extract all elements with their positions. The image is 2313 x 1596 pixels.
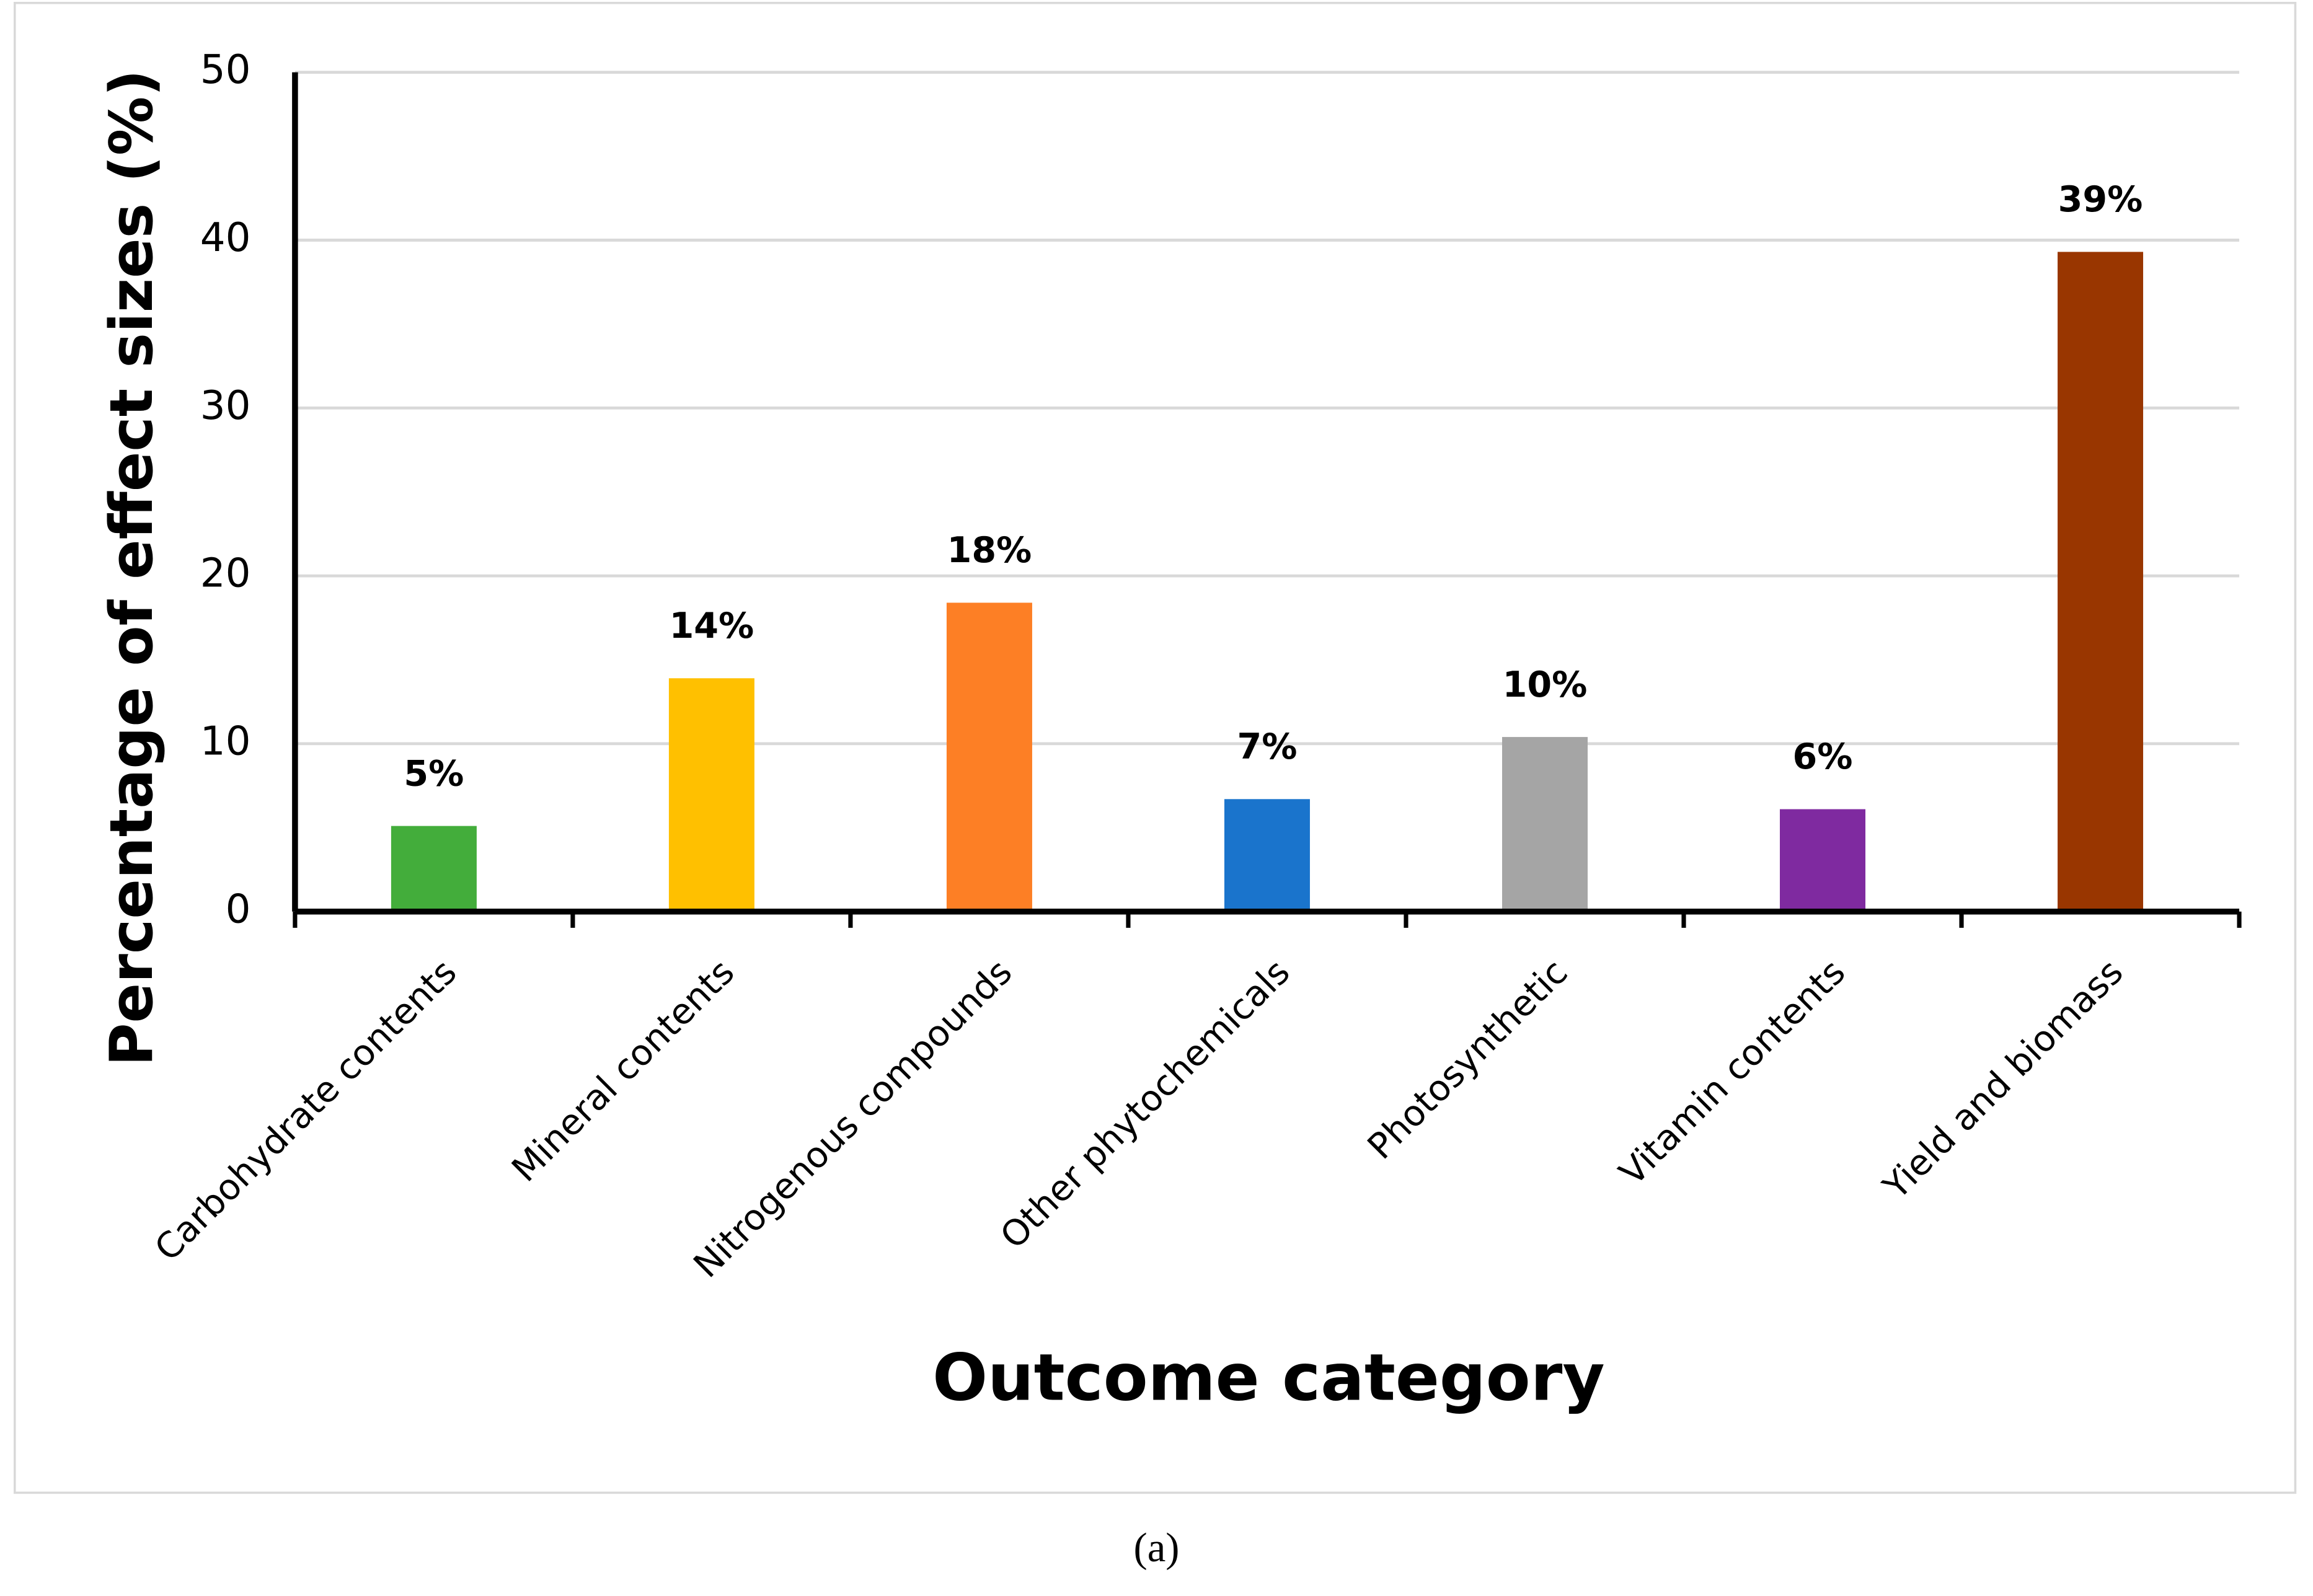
y-axis-title: Percentage of effect sizes (%) bbox=[98, 69, 166, 1066]
x-axis-title: Outcome category bbox=[932, 1340, 1604, 1416]
bar bbox=[2058, 252, 2144, 912]
bar bbox=[946, 602, 1032, 912]
caption: (a) bbox=[1134, 1525, 1180, 1571]
data-label: 6% bbox=[1793, 736, 1853, 777]
bar bbox=[1224, 799, 1310, 912]
y-tick-label: 50 bbox=[200, 46, 251, 93]
y-tick-label: 30 bbox=[200, 382, 251, 429]
bar bbox=[668, 678, 754, 912]
data-label: 18% bbox=[947, 530, 1032, 571]
chart-frame bbox=[14, 1, 2297, 1494]
data-label: 7% bbox=[1237, 726, 1297, 767]
y-tick-label: 10 bbox=[200, 718, 251, 764]
data-label: 14% bbox=[670, 606, 754, 646]
y-tick-label: 40 bbox=[200, 214, 251, 261]
bar bbox=[1779, 809, 1866, 912]
bar bbox=[391, 826, 477, 912]
bar bbox=[1501, 737, 1588, 912]
data-label: 39% bbox=[2058, 179, 2143, 220]
data-label: 10% bbox=[1503, 664, 1588, 705]
y-tick-label: 0 bbox=[226, 886, 251, 932]
y-tick-label: 20 bbox=[200, 550, 251, 597]
data-label: 5% bbox=[404, 753, 464, 794]
